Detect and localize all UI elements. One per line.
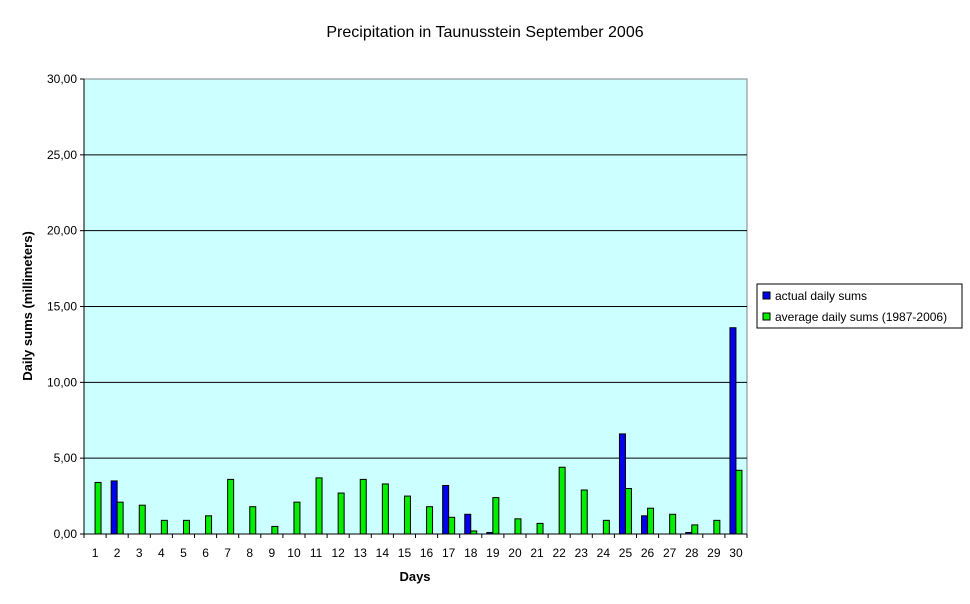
x-tick-label: 10 xyxy=(287,546,301,560)
bar-average xyxy=(735,469,743,535)
x-tick-label: 17 xyxy=(442,546,456,560)
y-axis-label: Daily sums (millimeters) xyxy=(20,231,35,381)
bar-average xyxy=(138,504,146,535)
x-tick-label: 29 xyxy=(707,546,721,560)
x-tick-label: 25 xyxy=(619,546,633,560)
legend-swatch-average xyxy=(762,312,771,321)
bar-average xyxy=(116,501,124,535)
y-tick-label: 5,00 xyxy=(54,451,78,465)
bar-average xyxy=(205,515,213,535)
bar-average xyxy=(492,497,500,535)
bar-actual xyxy=(618,433,626,535)
bar-average xyxy=(249,506,257,535)
bar-actual xyxy=(464,513,472,535)
bar-average xyxy=(293,501,301,535)
x-tick-label: 15 xyxy=(398,546,412,560)
bar-average xyxy=(227,478,235,535)
bar-actual xyxy=(110,480,118,535)
bar-average xyxy=(691,524,699,535)
bar-average xyxy=(160,519,168,535)
x-axis-label: Days xyxy=(399,569,430,584)
legend-swatch-actual xyxy=(762,291,771,300)
x-tick-label: 9 xyxy=(269,546,276,560)
x-tick-label: 5 xyxy=(180,546,187,560)
x-tick-label: 18 xyxy=(464,546,478,560)
x-tick-label: 14 xyxy=(376,546,390,560)
gridlines xyxy=(84,154,747,459)
bar-actual xyxy=(641,515,649,535)
bar-average xyxy=(580,489,588,535)
x-tick-label: 6 xyxy=(202,546,209,560)
bar-average xyxy=(271,525,279,535)
bar-average xyxy=(359,478,367,535)
x-tick-label: 26 xyxy=(641,546,655,560)
bar-average xyxy=(558,466,566,535)
x-tick-label: 13 xyxy=(354,546,368,560)
bar-average xyxy=(514,518,522,535)
x-tick-label: 11 xyxy=(310,546,323,560)
y-tick-label: 15,00 xyxy=(47,300,77,314)
x-tick-label: 27 xyxy=(663,546,677,560)
bar-average xyxy=(315,477,323,535)
x-tick-label: 2 xyxy=(114,546,121,560)
bar-average xyxy=(337,492,345,535)
y-tick-label: 30,00 xyxy=(47,72,77,86)
legend-label-actual: actual daily sums xyxy=(775,289,867,303)
bar-average xyxy=(94,481,102,535)
x-tick-label: 24 xyxy=(597,546,611,560)
x-tick-label: 3 xyxy=(136,546,143,560)
x-tick-label: 30 xyxy=(729,546,743,560)
bar-average xyxy=(624,488,632,535)
y-tick-label: 25,00 xyxy=(47,148,77,162)
y-tick-label: 20,00 xyxy=(47,224,77,238)
x-tick-label: 19 xyxy=(486,546,500,560)
bar-actual xyxy=(442,484,450,535)
x-tick-label: 12 xyxy=(331,546,345,560)
bar-average xyxy=(426,506,434,535)
x-tick-label: 23 xyxy=(575,546,589,560)
x-tick-label: 4 xyxy=(158,546,165,560)
bar-average xyxy=(602,519,610,535)
x-tick-label: 22 xyxy=(552,546,566,560)
legend-box xyxy=(756,283,963,329)
chart-title: Precipitation in Taunusstein September 2… xyxy=(326,24,643,41)
bar-average xyxy=(403,495,411,535)
bar-average xyxy=(448,516,456,535)
x-tick-label: 1 xyxy=(92,546,99,560)
x-tick-label: 21 xyxy=(530,546,544,560)
bar-average xyxy=(536,522,544,535)
bar-average xyxy=(713,519,721,535)
x-tick-label: 8 xyxy=(246,546,253,560)
x-tick-label: 7 xyxy=(224,546,231,560)
legend: actual daily sums average daily sums (19… xyxy=(756,283,963,329)
bar-average xyxy=(647,507,655,535)
x-tick-label: 20 xyxy=(508,546,522,560)
bar-average xyxy=(182,519,190,535)
y-tick-label: 0,00 xyxy=(54,527,78,541)
bar-average xyxy=(669,513,677,535)
y-tick-label: 10,00 xyxy=(47,375,77,389)
bar-actual xyxy=(729,327,737,535)
legend-label-average: average daily sums (1987-2006) xyxy=(775,310,947,324)
x-tick-label: 16 xyxy=(420,546,434,560)
x-tick-label: 28 xyxy=(685,546,699,560)
bar-average xyxy=(381,483,389,535)
